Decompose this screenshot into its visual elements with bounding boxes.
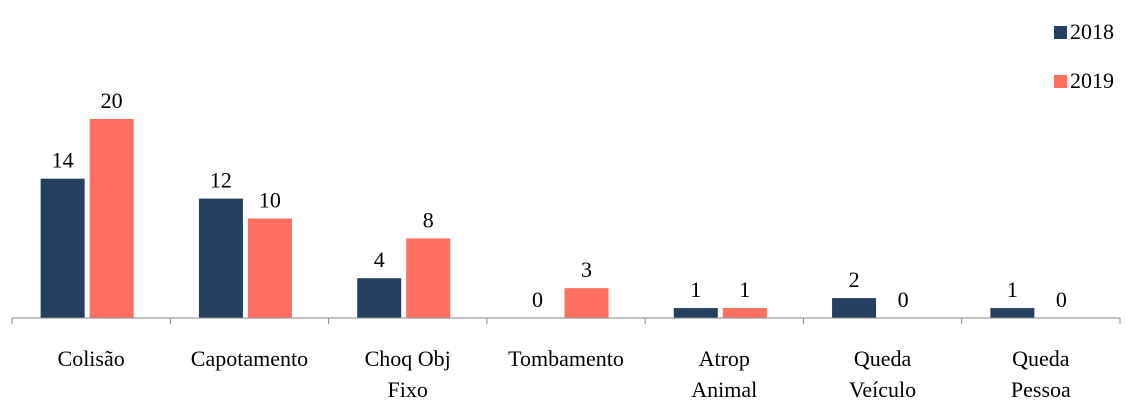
bar-2018-6 [990,308,1035,318]
value-label-2019-1: 10 [259,188,281,213]
legend-swatch-2018 [1054,26,1067,39]
value-label-2018-1: 12 [210,168,232,193]
bar-2019-2 [406,238,451,318]
category-label: Veículo [849,377,916,402]
category-label: Choq Obj [365,346,451,371]
x-axis-ticks [11,318,1121,324]
category-label: Capotamento [191,346,308,371]
category-label: Fixo [388,377,428,402]
value-label-2018-4: 1 [690,277,701,302]
bar-2018-4 [673,308,718,318]
bars-group [40,119,1035,318]
category-label: Atrop [699,346,750,371]
bar-2019-4 [722,308,767,318]
value-label-2018-2: 4 [374,247,385,272]
value-label-2019-3: 3 [581,257,592,282]
value-label-2018-3: 0 [532,287,543,312]
value-label-2018-0: 14 [52,148,74,173]
category-label: Queda [854,346,912,371]
value-label-2019-4: 1 [739,277,750,302]
legend-label-2019: 2019 [1070,68,1114,93]
category-label: Pessoa [1011,377,1071,402]
legend: 2018 2019 [1054,19,1114,93]
bar-2018-5 [832,298,877,318]
value-label-2019-5: 0 [898,287,909,312]
value-label-2018-5: 2 [849,267,860,292]
bar-2019-1 [247,218,292,318]
legend-swatch-2019 [1054,75,1067,88]
value-label-2019-2: 8 [423,207,434,232]
category-label: Colisão [58,346,125,371]
legend-label-2018: 2018 [1070,19,1114,44]
bar-2019-0 [89,119,134,318]
value-label-2019-6: 0 [1056,287,1067,312]
category-label: Tombamento [508,346,624,371]
category-label: Queda [1012,346,1070,371]
bar-2019-3 [564,288,609,318]
value-label-2018-6: 1 [1007,277,1018,302]
category-labels-group: Colisão Capotamento Choq Obj Fixo Tombamento… [58,346,1072,402]
bar-2018-1 [198,198,243,318]
bar-2018-0 [40,178,85,318]
value-label-2019-0: 20 [101,88,123,113]
bar-2018-2 [357,278,402,318]
category-label: Animal [691,377,757,402]
